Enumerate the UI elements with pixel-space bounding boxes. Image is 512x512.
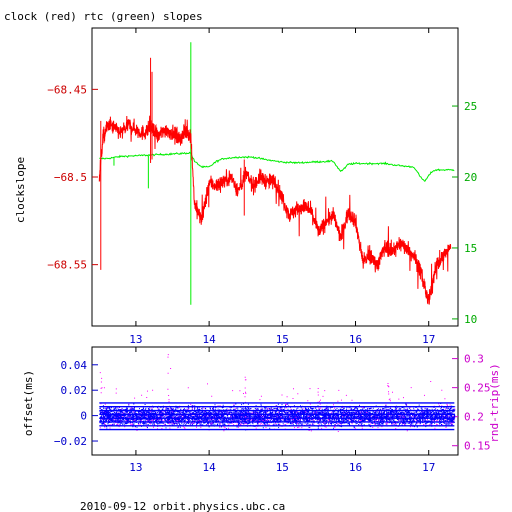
bottom-x-tick-label: 13 [129,461,142,474]
top-x-tick-label: 15 [276,333,289,346]
bottom-x-tick-label: 15 [276,461,289,474]
bottom-left-y-axis-label: offset(ms) [22,370,35,436]
bottom-right-y-tick-label: 0.2 [464,411,484,424]
top-left-y-tick-label: −68.45 [47,83,87,96]
top-right-y-tick-label: 10 [464,313,477,326]
rtc-series-line [99,151,455,182]
top-plot: 13 14 15 16 17 −68.45 −68.5 −68.55 10 15 20 25 cloc… [14,27,477,346]
bottom-x-tick-label: 17 [422,461,435,474]
offset-scatter [99,402,456,431]
bottom-plot: 13 14 15 16 17 0.04 0.02 0 −0.02 0.3 0.25 0.2 0.15 o… [22,346,501,474]
top-left-y-tick-label: −68.5 [54,171,87,184]
top-x-tick-label: 17 [422,333,435,346]
bottom-right-y-tick-label: 0.25 [464,382,491,395]
bottom-left-y-tick-label: 0 [80,410,87,423]
top-axis-ticks: 13 14 15 16 17 −68.45 −68.5 −68.55 10 15 20 25 [47,28,477,346]
top-x-tick-label: 14 [202,333,216,346]
bottom-x-tick-label: 16 [349,461,362,474]
chart-title: clock (red) rtc (green) slopes [4,10,203,23]
bottom-right-y-axis-label: rnd-trip(ms) [488,363,501,442]
top-x-tick-label: 16 [349,333,362,346]
bottom-left-y-tick-label: −0.02 [54,435,87,448]
top-y-axis-label: clockslope [14,157,27,223]
bottom-axis-ticks: 13 14 15 16 17 0.04 0.02 0 −0.02 0.3 0.25 0.2 0.15 [54,347,491,474]
bottom-series-group [99,354,456,432]
top-right-y-tick-label: 25 [464,100,477,113]
bottom-left-y-tick-label: 0.04 [61,359,88,372]
bottom-right-y-tick-label: 0.15 [464,440,491,453]
bottom-right-y-tick-label: 0.3 [464,353,484,366]
top-left-y-tick-label: −68.55 [47,259,87,272]
bottom-x-tick-label: 14 [202,461,216,474]
top-series-group [98,42,455,305]
top-right-y-tick-label: 20 [464,171,477,184]
footer-text: 2010-09-12 orbit.physics.ubc.ca [80,500,285,512]
top-right-y-tick-label: 15 [464,242,477,255]
bottom-left-y-tick-label: 0.02 [61,384,88,397]
clock-series-line [98,115,452,305]
bottom-plot-frame [91,346,459,456]
top-x-tick-label: 13 [129,333,142,346]
